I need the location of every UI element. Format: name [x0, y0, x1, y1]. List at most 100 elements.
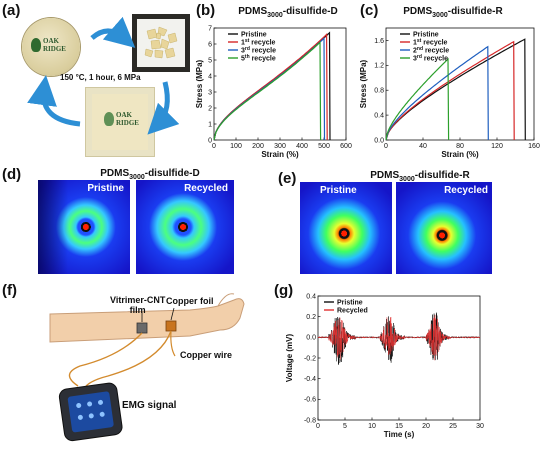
x-tick-label: 20 — [422, 423, 430, 430]
legend-entry: 2nd recycle — [413, 46, 449, 55]
x-tick-label: 0 — [316, 423, 320, 430]
x-tick-label: 10 — [368, 423, 376, 430]
panel-label-b: (b) — [196, 2, 216, 19]
series-line — [317, 312, 481, 366]
x-tick-label: 0 — [384, 143, 388, 150]
xrd-d-recycled: Recycled — [136, 180, 234, 274]
y-tick-label: 0.4 — [374, 113, 384, 120]
legend-entry: 1st recycle — [241, 38, 276, 47]
y-tick-label: 0.2 — [306, 314, 316, 321]
y-tick-label: 0.8 — [374, 88, 384, 95]
arrow-left — [27, 75, 81, 127]
fragments-graphic — [144, 26, 178, 59]
legend-entry: 3rd recycle — [413, 54, 448, 63]
legend-entry: 5th recycle — [241, 54, 276, 63]
process-condition-text: 150 °C, 1 hour, 6 MPa — [60, 73, 141, 82]
legend-entry: Pristine — [337, 300, 363, 307]
x-tick-label: 0 — [212, 143, 216, 150]
sample-disc-photo: OAK RIDGE — [22, 18, 80, 76]
x-tick-label: 120 — [491, 143, 503, 150]
x-tick-label: 30 — [476, 423, 484, 430]
copper-foil-label: Copper foil — [166, 296, 214, 306]
arm-graphic — [49, 298, 245, 343]
series-line — [385, 45, 489, 141]
x-tick-label: 600 — [340, 143, 352, 150]
xrd-e-pristine-label: Pristine — [320, 185, 357, 196]
chart-c-title: PDMS3000-disulfide-R — [403, 6, 503, 19]
x-tick-label: 160 — [528, 143, 540, 150]
emg-illustration — [49, 293, 245, 442]
y-tick-label: 4 — [208, 73, 212, 80]
xrd-d-pristine-label: Pristine — [87, 183, 124, 194]
series-line — [213, 41, 322, 141]
chart-b: 0 100 200 300 400 500 600 0 1 2 3 4 5 6 7 Strain (%) Str… — [196, 25, 352, 159]
film-label: Vitrimer-CNT film — [110, 295, 166, 315]
copper-foil-patch — [165, 320, 177, 332]
panel-label-a: (a) — [2, 2, 21, 19]
chart-b-title: PDMS3000-disulfide-D — [238, 6, 338, 19]
xrd-d-pristine: Pristine — [38, 180, 130, 274]
y-axis-label: Stress (MPa) — [360, 59, 368, 108]
panel-label-d: (d) — [2, 166, 22, 183]
xrd-e-pristine: Pristine — [300, 182, 392, 274]
x-tick-label: 100 — [230, 143, 242, 150]
series-line — [385, 57, 450, 141]
y-tick-label: 2 — [208, 105, 212, 112]
y-axis-label: Stress (MPa) — [196, 59, 204, 108]
series-line — [385, 40, 515, 141]
x-tick-label: 25 — [449, 423, 457, 430]
y-tick-label: 3 — [208, 89, 212, 96]
y-tick-label: -0.4 — [304, 376, 316, 383]
oak-ridge-logo-square: OAK RIDGE — [104, 110, 144, 130]
xrd-e-recycled-label: Recycled — [444, 185, 488, 196]
x-tick-label: 5 — [343, 423, 347, 430]
plot-frame — [317, 295, 481, 421]
panel-d-title: PDMS3000-disulfide-D — [100, 168, 200, 181]
xrd-e-recycled: Recycled — [396, 182, 492, 274]
y-tick-label: 0.4 — [306, 293, 316, 300]
series-line — [317, 314, 481, 361]
x-tick-label: 80 — [456, 143, 464, 150]
legend-entry: Pristine — [413, 32, 439, 39]
panel-a: OAK RIDGE — [0, 0, 195, 160]
y-axis-label: Voltage (mV) — [285, 334, 294, 383]
recycled-sheet-photo: OAK RIDGE — [86, 88, 154, 156]
copper-wire — [68, 332, 143, 387]
y-tick-label: -0.2 — [304, 355, 316, 362]
chart-c: 0 40 80 120 160 0.0 0.4 0.8 1.2 1.6 Strain (%) Stre… — [360, 27, 540, 159]
copper-wire-label: Copper wire — [180, 350, 233, 360]
chart-g: 0 5 10 15 20 25 30 0.4 0.2 0.0 -0.2 -0.4 -0.6 -0.8 Tim… — [285, 293, 484, 439]
legend-entry: 3rd recycle — [241, 46, 276, 55]
series-line — [385, 38, 526, 141]
x-tick-label: 15 — [395, 423, 403, 430]
legend-entry: Pristine — [241, 32, 267, 39]
y-tick-label: 1.6 — [374, 38, 384, 45]
xrd-d-recycled-label: Recycled — [184, 183, 228, 194]
y-tick-label: -0.8 — [304, 417, 316, 424]
y-tick-label: 6 — [208, 41, 212, 48]
arrow-right — [147, 81, 180, 135]
panel-label-g: (g) — [274, 282, 294, 299]
x-tick-label: 40 — [419, 143, 427, 150]
x-tick-label: 400 — [296, 143, 308, 150]
plot-frame — [385, 27, 535, 141]
emg-signal-label: EMG signal — [122, 400, 177, 411]
x-tick-label: 200 — [252, 143, 264, 150]
oak-ridge-logo: OAK RIDGE — [31, 36, 71, 56]
panel-label-c: (c) — [360, 2, 379, 19]
legend-entry: Recycled — [337, 308, 368, 315]
fragments-photo — [132, 14, 190, 72]
y-tick-label: 0 — [208, 137, 212, 144]
y-tick-label: 1.2 — [374, 63, 384, 70]
y-tick-label: 0.0 — [374, 137, 384, 144]
y-tick-label: 7 — [208, 25, 212, 32]
x-axis-label: Time (s) — [384, 430, 415, 439]
y-tick-label: 1 — [208, 121, 212, 128]
x-tick-label: 300 — [274, 143, 286, 150]
legend-entry: 1st recycle — [413, 38, 448, 47]
y-tick-label: -0.6 — [304, 397, 316, 404]
panel-e-title: PDMS3000-disulfide-R — [370, 170, 470, 183]
x-tick-label: 500 — [318, 143, 330, 150]
recycle-arrows — [27, 16, 180, 135]
y-tick-label: 5 — [208, 57, 212, 64]
